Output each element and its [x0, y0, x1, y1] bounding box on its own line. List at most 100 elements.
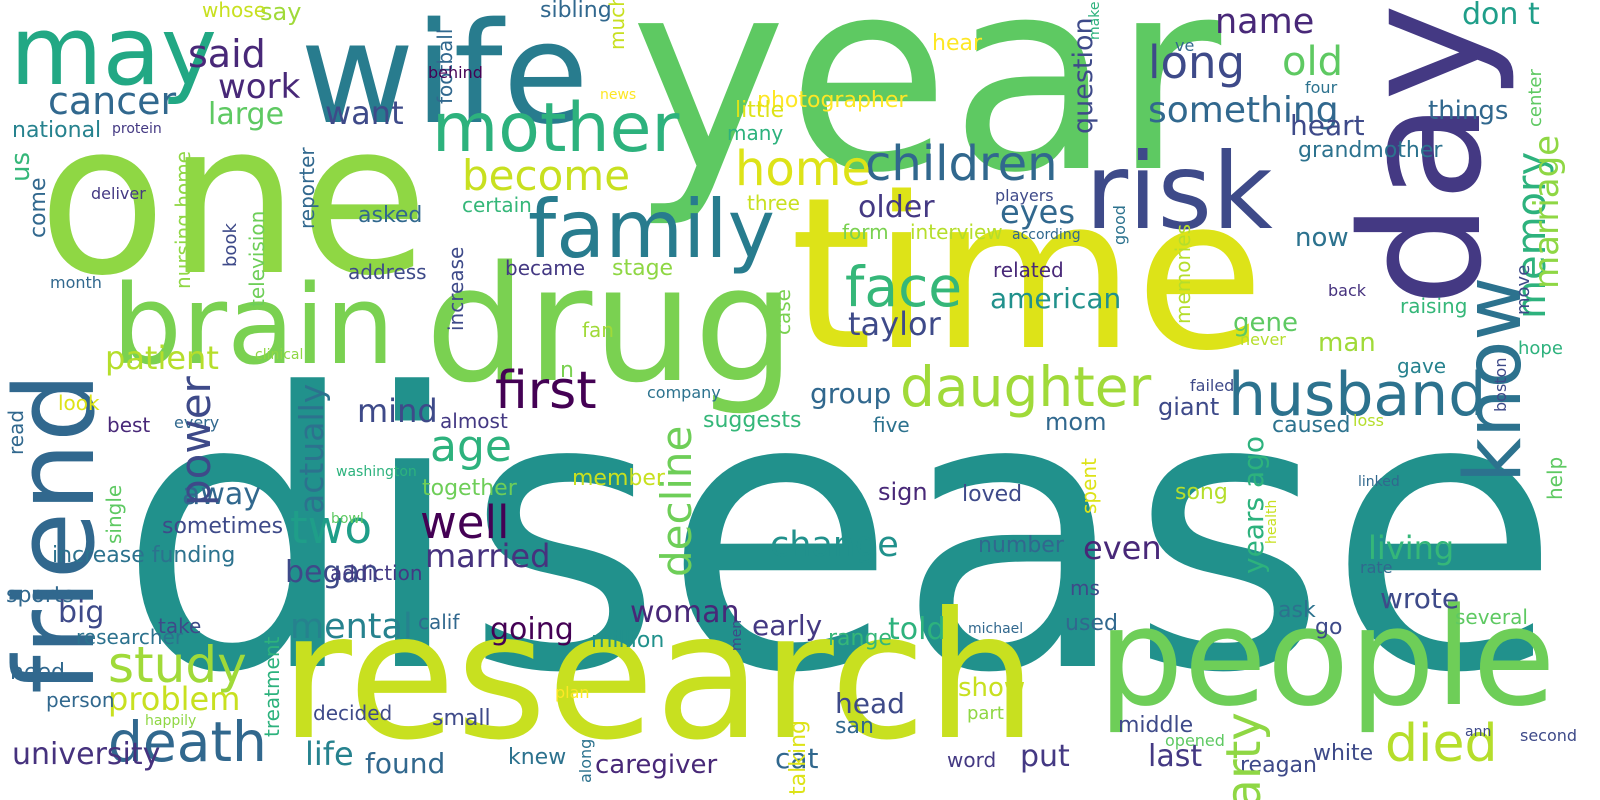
word-taylor: taylor: [848, 305, 941, 343]
word-five: five: [873, 413, 910, 437]
word-mom: mom: [1045, 408, 1107, 436]
word-person: person: [46, 688, 115, 712]
word-interview: interview: [910, 220, 1003, 244]
word-book: book: [220, 222, 241, 267]
word-television: television: [245, 210, 269, 307]
word-ms: ms: [1070, 576, 1100, 600]
word-died: died: [1385, 714, 1498, 774]
word-ann: ann: [1465, 724, 1492, 740]
word-mother: mother: [432, 89, 680, 168]
word-told: told: [888, 612, 946, 647]
word-almost: almost: [440, 409, 508, 433]
word-center: center: [1525, 69, 1546, 127]
word-name: name: [1215, 2, 1315, 42]
word-number: number: [978, 533, 1064, 558]
word-actually: actually: [292, 383, 331, 514]
word-even: even: [1083, 529, 1162, 567]
word-nursing-home: nursing home: [171, 150, 195, 289]
word-together: together: [422, 476, 517, 501]
word-four: four: [1305, 78, 1338, 97]
word-home: home: [735, 141, 872, 197]
word-long: long: [1148, 36, 1246, 89]
word-daughter: daughter: [900, 355, 1152, 419]
word-sometimes: sometimes: [162, 514, 284, 539]
word-reporter: reporter: [295, 147, 319, 230]
word-increase: increase: [444, 246, 468, 332]
word-time: time: [790, 152, 1265, 397]
word-man: man: [1318, 328, 1376, 358]
word-single: single: [102, 485, 126, 545]
word-deliver: deliver: [91, 184, 146, 203]
word-bowl: bowl: [331, 511, 364, 527]
word-hope: hope: [1518, 338, 1563, 359]
word-michael: michael: [968, 621, 1024, 637]
word-addiction: addiction: [330, 561, 423, 585]
word-decline: decline: [652, 425, 701, 578]
word-asked: asked: [358, 203, 423, 228]
word-said: said: [188, 32, 266, 76]
word-began: began: [285, 555, 379, 590]
word-going: going: [490, 612, 574, 647]
word-treatment: treatment: [260, 636, 284, 737]
word-memories: memories: [1171, 224, 1195, 325]
word-gene: gene: [1233, 308, 1298, 338]
word-read: read: [4, 409, 28, 455]
word-age: age: [430, 421, 512, 472]
word-researcher: researcher: [76, 625, 184, 649]
word-white: white: [1313, 741, 1374, 766]
word-case: case: [771, 288, 795, 335]
word-san: san: [835, 714, 874, 739]
word-look: look: [58, 391, 100, 415]
word-big: big: [58, 595, 105, 630]
word-life: life: [305, 735, 354, 773]
word-death: death: [108, 710, 267, 774]
word-children: children: [865, 136, 1058, 192]
word-family: family: [528, 183, 775, 276]
word-married: married: [425, 537, 551, 575]
word-things: things: [1428, 96, 1509, 126]
word-national: national: [12, 118, 102, 143]
word-heart: heart: [1290, 109, 1365, 142]
word-husband: husband: [1228, 360, 1487, 430]
word-make: make: [1087, 1, 1103, 40]
word-men: men: [729, 619, 745, 652]
word-now: now: [1295, 223, 1349, 253]
word-found: found: [365, 747, 446, 780]
word-well: well: [420, 496, 510, 549]
word-away: away: [182, 477, 262, 512]
word-become: become: [462, 151, 631, 200]
word-patient: patient: [105, 339, 219, 377]
word-rate: rate: [1360, 558, 1393, 577]
word-two: two: [290, 501, 372, 554]
word-drug: drug: [425, 231, 796, 418]
word-woman: woman: [630, 595, 740, 630]
word-brain: brain: [112, 261, 395, 389]
word-linked: linked: [1358, 474, 1400, 490]
word-put: put: [1020, 739, 1070, 774]
word-grandmother: grandmother: [1298, 138, 1443, 163]
word-happily: happily: [145, 713, 197, 729]
word-research: research: [280, 576, 1038, 779]
word-increase-funding: increase funding: [52, 543, 236, 568]
word-little: little: [735, 98, 785, 123]
word-move: move: [1513, 264, 1534, 315]
word-players: players: [995, 186, 1054, 205]
word-study: study: [108, 636, 247, 694]
word-month: month: [50, 273, 102, 292]
word-american: american: [990, 282, 1122, 315]
word-mind: mind: [357, 392, 438, 430]
word-n: n: [560, 358, 574, 383]
word-something: something: [1148, 90, 1339, 131]
word-say: say: [260, 0, 302, 26]
word-caused: caused: [1272, 413, 1351, 438]
word-gave: gave: [1397, 354, 1447, 378]
word-mental: mental: [290, 607, 413, 647]
word-give: give: [1195, 229, 1225, 245]
word-early: early: [752, 609, 823, 642]
word-good: good: [1110, 204, 1129, 245]
word-many: many: [727, 121, 784, 145]
word-living: living: [1368, 529, 1455, 567]
word-go: go: [1315, 615, 1343, 640]
word-along: along: [576, 738, 595, 783]
